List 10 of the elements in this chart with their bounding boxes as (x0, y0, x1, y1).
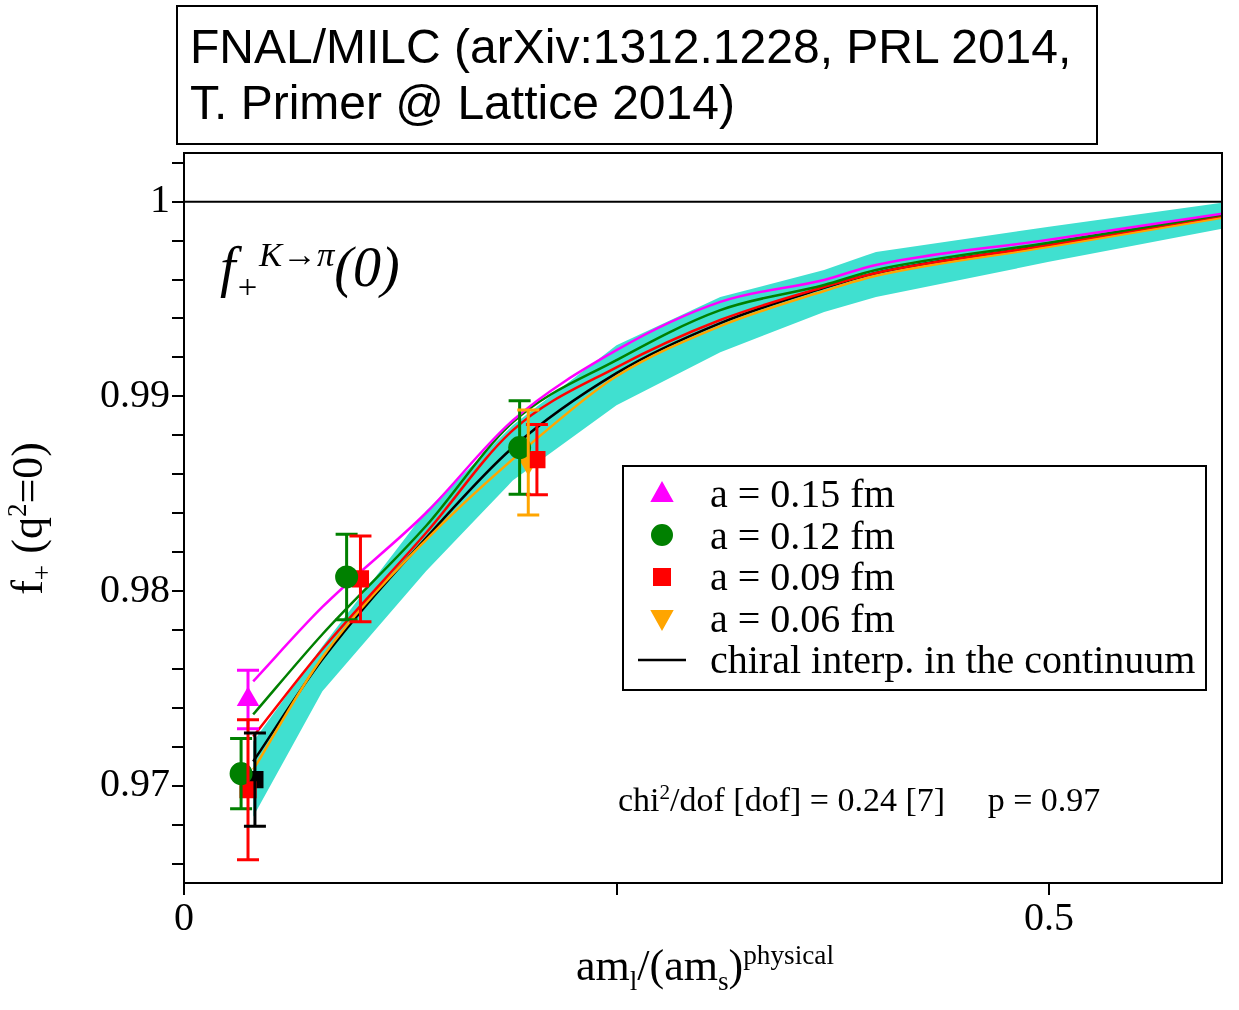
x-tick-label: 0.5 (1024, 893, 1074, 939)
y-tick-label: 0.98 (100, 565, 170, 611)
y-tick-label: 0.99 (100, 370, 170, 416)
chart-title: FNAL/MILC (arXiv:1312.1228, PRL 2014, T. Primer @ Lattice 2014) (176, 5, 1098, 145)
annotation: f$_{+}$$^{K→π}$(0) (220, 235, 400, 308)
x-axis-title: am$_{l}$/(am$_{s}$)$^{physical}$ (574, 940, 836, 997)
annotation: chi$^{2}$/dof [dof] = 0.24 [7] p = 0.97 (618, 780, 1101, 820)
y-tick-label: 1 (150, 176, 170, 222)
x-tick-label: 0 (174, 893, 194, 939)
y-tick-label: 0.97 (100, 760, 170, 806)
